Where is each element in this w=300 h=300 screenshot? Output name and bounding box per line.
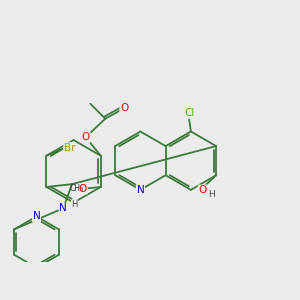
Text: Cl: Cl [184, 108, 194, 118]
Text: O: O [79, 184, 87, 194]
Text: N: N [33, 212, 41, 221]
Text: H: H [71, 200, 78, 209]
Text: N: N [59, 203, 67, 213]
Text: O: O [82, 132, 90, 142]
Text: Br: Br [64, 143, 75, 153]
Text: N: N [136, 185, 144, 195]
Text: CH₃: CH₃ [70, 184, 84, 193]
Text: H: H [208, 190, 215, 199]
Text: O: O [199, 185, 207, 195]
Text: O: O [120, 103, 128, 113]
